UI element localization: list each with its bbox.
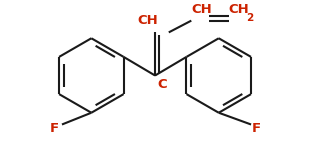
Text: CH: CH — [191, 3, 212, 16]
Text: CH: CH — [229, 3, 249, 16]
Text: 2: 2 — [246, 13, 254, 23]
Text: CH: CH — [137, 14, 158, 27]
Text: F: F — [49, 122, 59, 135]
Text: F: F — [251, 122, 261, 135]
Text: C: C — [157, 78, 167, 91]
